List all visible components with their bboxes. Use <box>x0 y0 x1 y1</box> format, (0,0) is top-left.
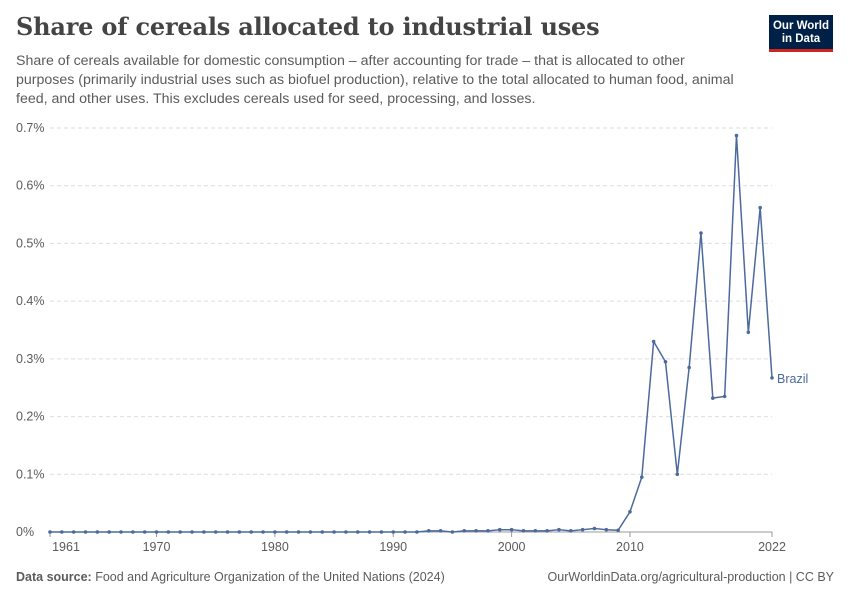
data-point <box>651 339 656 344</box>
data-point <box>225 530 230 534</box>
data-point <box>675 472 680 477</box>
x-tick-label: 2000 <box>498 540 526 554</box>
data-point <box>604 527 609 532</box>
series-label: Brazil <box>777 372 808 386</box>
data-point <box>628 510 632 514</box>
data-point <box>308 530 313 534</box>
data-point <box>355 530 360 534</box>
data-point <box>296 530 301 534</box>
data-point <box>533 529 538 533</box>
data-point <box>320 530 325 534</box>
data-point <box>166 530 171 534</box>
x-tick-label: 2010 <box>616 540 644 554</box>
data-point <box>403 530 407 534</box>
data-point <box>154 530 159 534</box>
data-point <box>95 530 100 534</box>
y-tick-label: 0.3% <box>16 352 45 366</box>
data-point <box>426 529 431 533</box>
data-point <box>557 527 561 532</box>
data-point <box>734 133 739 138</box>
chart-title: Share of cereals allocated to industrial… <box>16 12 600 41</box>
data-point <box>131 530 135 534</box>
data-point <box>699 231 703 235</box>
x-tick-label: 1961 <box>52 540 80 554</box>
y-tick-label: 0.2% <box>16 410 45 424</box>
data-point <box>770 376 774 380</box>
data-point <box>711 396 715 400</box>
data-point <box>616 528 620 533</box>
data-point <box>509 527 514 532</box>
data-source: Data source: Food and Agriculture Organi… <box>16 570 445 584</box>
data-point <box>284 530 289 534</box>
data-point <box>474 529 478 533</box>
data-source-label: Data source: <box>16 570 92 584</box>
logo-line-2: in Data <box>781 33 821 45</box>
credit-link[interactable]: OurWorldinData.org/agricultural-producti… <box>547 570 834 584</box>
data-point <box>592 526 597 531</box>
y-tick-label: 0.6% <box>16 179 45 193</box>
data-point <box>344 530 348 534</box>
data-point <box>415 530 419 534</box>
data-point <box>746 330 751 335</box>
chart-subtitle: Share of cereals available for domestic … <box>16 53 734 107</box>
data-point <box>521 529 526 533</box>
x-tick-label: 1990 <box>379 540 407 554</box>
x-tick-label: 1980 <box>261 540 289 554</box>
y-tick-label: 0.5% <box>16 236 45 250</box>
logo-line-1: Our World <box>772 20 829 32</box>
x-tick-label: 1970 <box>143 540 171 554</box>
data-point <box>367 530 372 534</box>
data-source-text[interactable]: Food and Agriculture Organization of the… <box>95 570 445 584</box>
data-point <box>71 530 76 534</box>
y-tick-label: 0.1% <box>16 467 45 481</box>
data-point <box>687 365 691 370</box>
data-point <box>119 530 123 534</box>
y-tick-label: 0.7% <box>16 121 45 135</box>
y-tick-label: 0.4% <box>16 294 45 308</box>
y-tick-label: 0% <box>16 525 34 539</box>
data-point <box>107 530 111 534</box>
data-point <box>48 530 52 534</box>
data-point <box>486 529 490 533</box>
data-point <box>580 527 585 532</box>
series-line-brazil <box>50 134 773 533</box>
data-point <box>379 530 384 534</box>
data-point <box>640 475 644 479</box>
data-point <box>758 205 762 210</box>
data-point <box>332 530 336 534</box>
data-point <box>497 527 502 532</box>
data-point <box>202 530 206 534</box>
data-point <box>450 530 455 534</box>
data-point <box>568 529 573 533</box>
data-point <box>178 530 182 534</box>
data-point <box>438 529 443 533</box>
data-point <box>462 529 467 533</box>
data-point <box>60 530 64 534</box>
owid-logo[interactable]: Our World in Data <box>769 15 833 52</box>
data-point <box>261 530 265 534</box>
data-point <box>545 529 549 533</box>
data-point <box>722 394 727 399</box>
data-point <box>142 530 147 534</box>
data-point <box>391 530 396 534</box>
data-point <box>213 530 218 534</box>
data-point <box>190 530 194 534</box>
data-point <box>273 530 277 534</box>
data-point <box>83 530 88 534</box>
data-point <box>663 359 668 364</box>
x-tick-label: 2022 <box>758 540 786 554</box>
data-point <box>237 530 242 534</box>
data-point <box>249 530 254 534</box>
